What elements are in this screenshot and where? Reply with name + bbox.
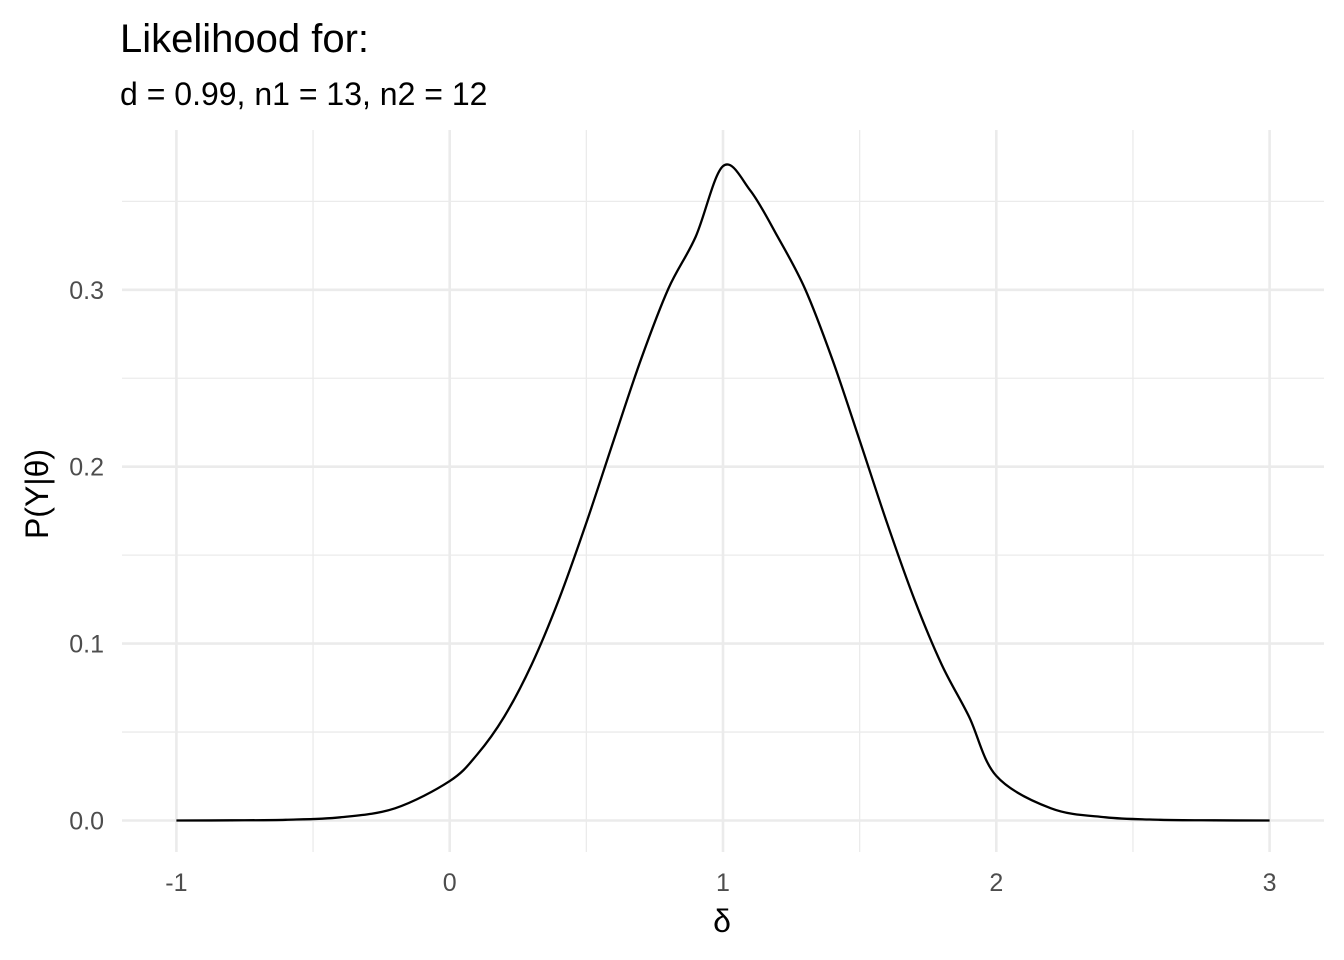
y-axis-title: P(Y|θ) xyxy=(19,449,55,539)
x-tick-label: -1 xyxy=(165,869,187,897)
x-tick-label: 1 xyxy=(716,869,730,897)
y-tick-label: 0.0 xyxy=(69,808,104,836)
x-tick-label: 3 xyxy=(1263,869,1277,897)
x-axis-title: δ xyxy=(713,903,731,939)
chart-subtitle: d = 0.99, n1 = 13, n2 = 12 xyxy=(120,76,487,112)
x-tick-label: 2 xyxy=(989,869,1003,897)
x-tick-label: 0 xyxy=(443,869,457,897)
grid xyxy=(122,130,1324,852)
y-tick-label: 0.2 xyxy=(69,454,104,482)
curve-layer xyxy=(176,163,1270,822)
y-axis-ticks: 0.0 0.1 0.2 0.3 xyxy=(69,277,104,836)
likelihood-curve xyxy=(176,163,1270,822)
chart-title: Likelihood for: xyxy=(120,17,369,61)
y-tick-label: 0.3 xyxy=(69,277,104,305)
x-axis-ticks: -1 0 1 2 3 xyxy=(165,869,1276,897)
y-tick-label: 0.1 xyxy=(69,631,104,659)
